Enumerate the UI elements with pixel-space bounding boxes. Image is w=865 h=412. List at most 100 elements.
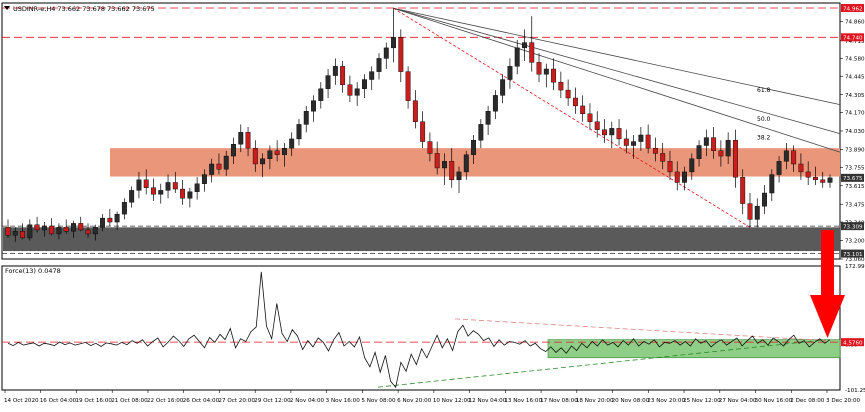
candle-body [623, 138, 629, 146]
candle-body [107, 217, 113, 223]
candle-body [129, 190, 135, 203]
candle [798, 153, 804, 180]
candle [325, 68, 331, 99]
candle-body [827, 177, 833, 183]
force-support-trend [377, 339, 827, 388]
candle [776, 156, 782, 183]
chart-header: USDINR-e,H4 73.662 73.678 73.662 73.675 [4, 5, 155, 13]
candle-body [281, 147, 287, 155]
x-tick-label: 26 Oct 04:00 [183, 398, 220, 404]
candle-body [376, 58, 382, 72]
candle [740, 169, 746, 215]
candle [645, 124, 651, 154]
candle [485, 105, 491, 135]
y-tick-label: 73.060 [845, 257, 865, 263]
candle-body [420, 121, 426, 142]
candle [194, 177, 200, 200]
candle [231, 137, 236, 164]
y-tick-label: 73.475 [845, 202, 865, 208]
candle [114, 211, 120, 230]
candle-body [500, 79, 506, 96]
x-tick-label: 2 Nov 04:00 [290, 398, 325, 404]
candle [827, 174, 833, 188]
y-tick-label: 73.615 [845, 184, 865, 190]
candle-body [667, 161, 673, 173]
x-tick-label: 13 Nov 16:00 [504, 398, 542, 404]
x-tick-label: 3 Nov 16:00 [326, 398, 361, 404]
dropdown-icon [4, 6, 10, 10]
y-tick-label: 74.715 [845, 39, 865, 45]
candle-body [463, 154, 469, 173]
candle-body [49, 225, 55, 235]
candle-body [354, 88, 360, 96]
candle-body [442, 161, 447, 169]
candle [587, 103, 593, 130]
candle [703, 129, 709, 157]
candle [522, 29, 527, 62]
candle [20, 223, 26, 240]
candle [56, 223, 62, 240]
y-tick-label: 73.890 [845, 148, 865, 154]
candle [791, 145, 797, 172]
candle [340, 61, 346, 93]
candle [180, 179, 186, 205]
candle-body [485, 111, 491, 125]
candle [762, 185, 767, 215]
fibonacci-fan [393, 7, 841, 228]
candle [92, 224, 98, 241]
candle [725, 132, 731, 164]
x-tick-label: 3 Dec 20:00 [826, 398, 861, 404]
candle [274, 140, 280, 162]
x-tick-label: 27 Nov 04:00 [719, 398, 757, 404]
price-tag-label: 74.962 [843, 6, 863, 12]
candle-body [616, 128, 622, 140]
candle-body [238, 132, 244, 145]
candle [551, 58, 557, 91]
candle [747, 193, 753, 228]
candle [434, 141, 440, 175]
price-tag-label: 73.675 [843, 176, 863, 182]
y-tick-label: 74.305 [845, 93, 865, 99]
candle [536, 53, 542, 83]
candle-body [361, 79, 367, 89]
candle-body [812, 176, 818, 181]
candle-body [41, 225, 47, 231]
candle-body [580, 105, 586, 115]
candle-body [121, 202, 127, 215]
force-line [7, 271, 831, 389]
candle-body [231, 143, 236, 157]
candlestick-series [5, 8, 833, 242]
candle-body [558, 81, 564, 91]
candle [580, 95, 586, 122]
candle-body [56, 227, 62, 235]
candle [732, 129, 738, 188]
candle-body [572, 97, 578, 107]
candle-body [318, 88, 324, 101]
candle [100, 214, 106, 232]
candle [354, 82, 360, 106]
candle [78, 216, 84, 232]
candle [812, 166, 818, 186]
candle [805, 161, 811, 186]
candle [660, 142, 666, 170]
candle-body [158, 190, 164, 195]
candle-body [652, 147, 658, 154]
candle-body [507, 66, 513, 80]
fan-line-2 [393, 7, 841, 153]
candle [492, 90, 498, 120]
candle-body [602, 129, 607, 136]
candle [689, 153, 695, 180]
candle [623, 129, 629, 154]
candle [369, 66, 375, 91]
candle-body [514, 47, 520, 67]
price-tag-bg [841, 33, 864, 42]
candle [754, 198, 760, 228]
candle-body [689, 158, 695, 173]
candle [609, 121, 615, 149]
candle [281, 142, 287, 167]
candle [507, 58, 513, 89]
x-tick-label: 29 Oct 12:00 [254, 398, 291, 404]
candle-body [631, 141, 637, 146]
candle-body [325, 75, 331, 89]
y-tick-label: 74.580 [845, 57, 865, 63]
